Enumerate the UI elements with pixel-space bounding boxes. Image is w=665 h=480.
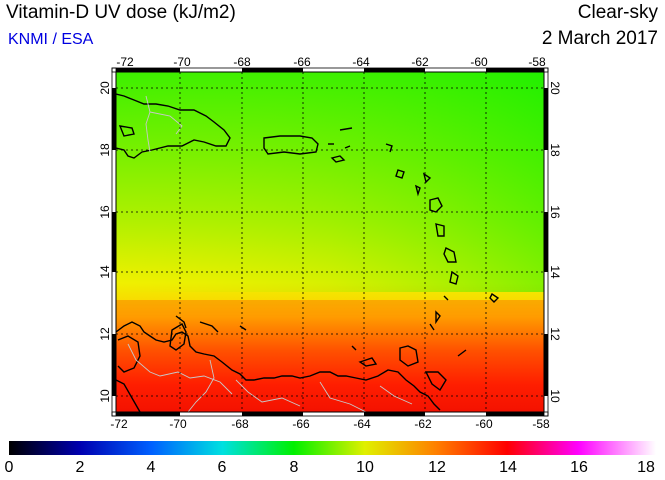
top-lon-tick: -68 xyxy=(233,55,251,69)
top-longitude-labels: -72 -70 -68 -66 -64 -62 -60 -58 xyxy=(116,55,546,69)
bottom-lon-tick: -60 xyxy=(475,417,493,431)
map-title: Vitamin-D UV dose (kJ/m2) xyxy=(6,2,236,23)
colorbar-gradient xyxy=(9,441,656,455)
paraguana xyxy=(169,323,187,351)
bottom-lon-tick: -64 xyxy=(353,417,371,431)
colorbar xyxy=(9,441,656,455)
colorbar-label: 18 xyxy=(637,459,655,476)
top-lon-tick: -64 xyxy=(352,55,370,69)
top-lon-tick: -60 xyxy=(470,55,488,69)
margarita xyxy=(399,345,419,367)
colorbar-label: 10 xyxy=(356,459,374,476)
right-lat-tick: 14 xyxy=(548,265,562,279)
left-lat-tick: 10 xyxy=(98,389,112,403)
country-borders xyxy=(127,95,413,412)
graticule xyxy=(116,72,544,412)
top-lon-tick: -72 xyxy=(116,55,134,69)
data-source-label: KNMI / ESA xyxy=(8,31,94,48)
colorbar-label: 0 xyxy=(4,459,14,476)
colorbar-label: 8 xyxy=(289,459,299,476)
bottom-lon-tick: -72 xyxy=(110,417,128,431)
colorbar-label: 12 xyxy=(428,459,446,476)
colorbar-label: 6 xyxy=(217,459,227,476)
barbados xyxy=(489,292,500,303)
coastlines xyxy=(116,93,500,412)
right-lat-tick: 10 xyxy=(548,389,562,403)
bottom-lon-tick: -62 xyxy=(414,417,432,431)
top-lon-tick: -58 xyxy=(528,55,546,69)
left-lat-tick: 14 xyxy=(98,265,112,279)
bottom-longitude-labels: -72 -70 -68 -66 -64 -62 -60 -58 xyxy=(110,417,550,431)
guadeloupe xyxy=(429,197,443,213)
colorbar-label: 4 xyxy=(146,459,156,476)
colorbar-label: 14 xyxy=(499,459,517,476)
st-lucia xyxy=(449,270,459,285)
map-frame xyxy=(111,67,549,417)
right-latitude-labels: 20 18 16 14 12 10 xyxy=(548,81,562,403)
bottom-lon-tick: -58 xyxy=(532,417,550,431)
product-type-label: Clear-sky xyxy=(577,2,658,23)
bottom-lon-tick: -66 xyxy=(292,417,310,431)
bottom-lon-tick: -70 xyxy=(169,417,187,431)
lake-maracaibo xyxy=(117,335,141,373)
right-lat-tick: 20 xyxy=(548,81,562,95)
hispaniola-coast xyxy=(116,93,231,159)
top-lon-tick: -66 xyxy=(293,55,311,69)
south-america-coast xyxy=(116,321,441,411)
left-latitude-labels: 20 18 16 14 12 10 xyxy=(98,81,112,403)
right-lat-tick: 16 xyxy=(548,205,562,219)
colorbar-label: 2 xyxy=(75,459,85,476)
left-lat-tick: 12 xyxy=(98,327,112,341)
top-lon-tick: -62 xyxy=(411,55,429,69)
left-lat-tick: 20 xyxy=(98,81,112,95)
left-lat-tick: 18 xyxy=(98,143,112,157)
martinique xyxy=(443,247,457,263)
colorbar-label: 16 xyxy=(570,459,588,476)
uv-dose-field xyxy=(116,72,544,412)
date-label: 2 March 2017 xyxy=(541,28,658,49)
puerto-rico-coast xyxy=(263,135,319,155)
gonave-island xyxy=(118,125,135,137)
right-lat-tick: 18 xyxy=(548,143,562,157)
top-lon-tick: -70 xyxy=(173,55,191,69)
left-lat-tick: 16 xyxy=(98,205,112,219)
right-lat-tick: 12 xyxy=(548,327,562,341)
trinidad xyxy=(424,371,447,392)
bottom-lon-tick: -68 xyxy=(231,417,249,431)
